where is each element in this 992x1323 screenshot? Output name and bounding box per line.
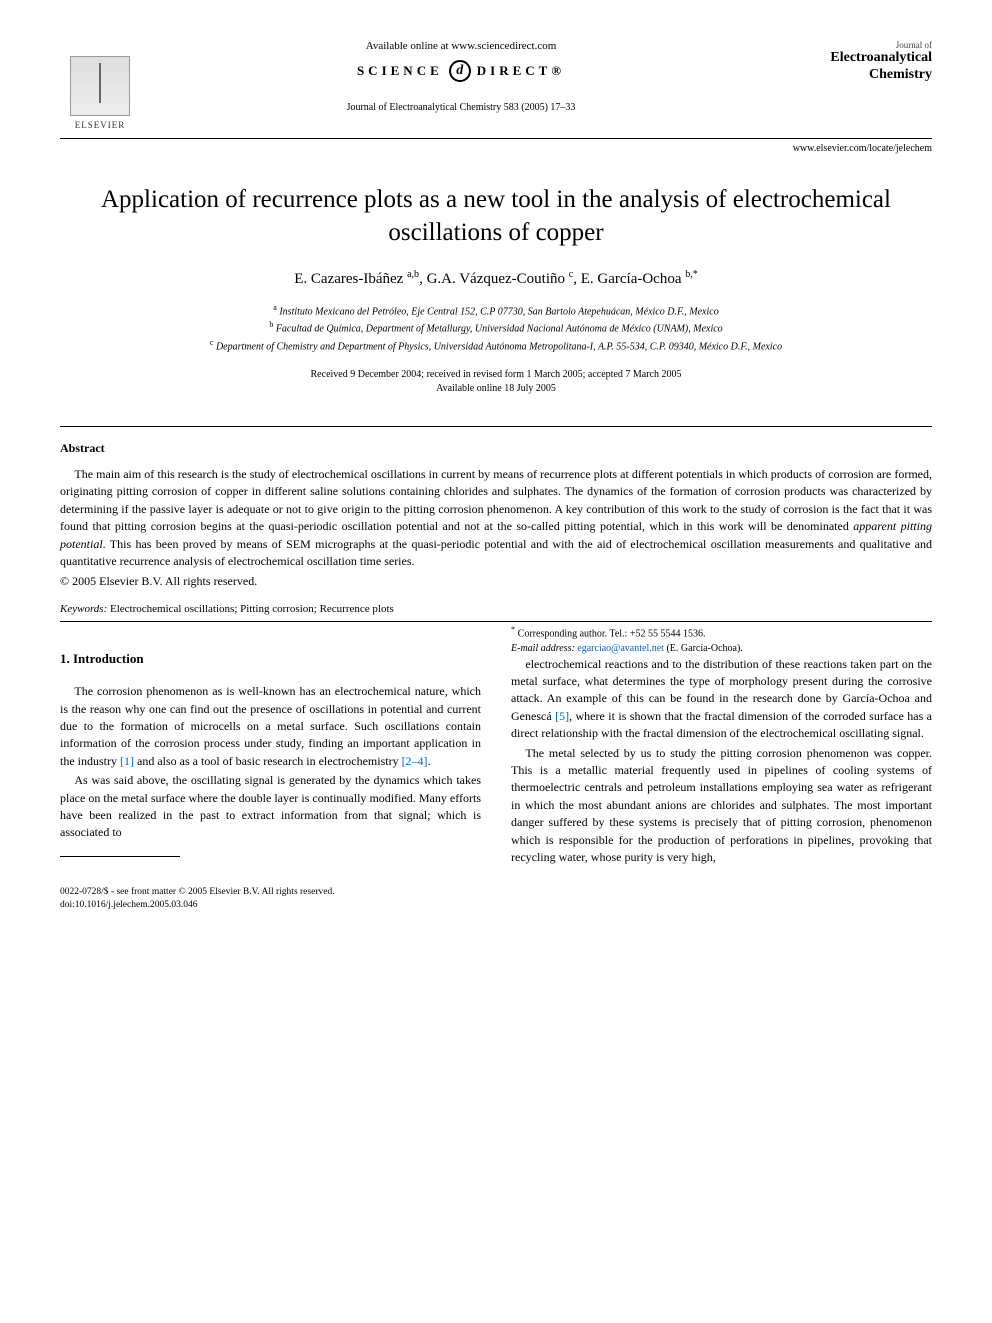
keywords-text: Electrochemical oscillations; Pitting co… — [110, 603, 394, 615]
page-header: ELSEVIER Available online at www.science… — [60, 40, 932, 130]
intro-p1-b: and also as a tool of basic research in … — [134, 754, 402, 768]
available-online-text: Available online at www.sciencedirect.co… — [160, 40, 762, 52]
intro-p1-c: . — [428, 754, 431, 768]
corresponding-author: * Corresponding author. Tel.: +52 55 554… — [511, 624, 932, 641]
elsevier-label: ELSEVIER — [75, 120, 126, 130]
article-dates: Received 9 December 2004; received in re… — [60, 368, 932, 396]
affiliation-a-text: Instituto Mexicano del Petróleo, Eje Cen… — [279, 306, 718, 317]
footer-line2: doi:10.1016/j.jelechem.2005.03.046 — [60, 899, 932, 911]
affiliation-b: b Facultad de Química, Department of Met… — [60, 319, 932, 336]
page-footer: 0022-0728/$ - see front matter © 2005 El… — [60, 886, 932, 911]
center-header: Available online at www.sciencedirect.co… — [140, 40, 782, 113]
journal-logo-line2: Chemistry — [782, 67, 932, 84]
intro-p1: The corrosion phenomenon as is well-know… — [60, 683, 481, 770]
journal-logo-line1: Electroanalytical — [782, 50, 932, 67]
corr-text: Corresponding author. Tel.: +52 55 5544 … — [518, 629, 706, 640]
email-who: (E. García-Ochoa). — [666, 643, 742, 654]
abstract-pre: The main aim of this research is the stu… — [60, 467, 932, 533]
affiliations: a Instituto Mexicano del Petróleo, Eje C… — [60, 302, 932, 354]
abstract-body: The main aim of this research is the stu… — [60, 466, 932, 570]
journal-logo-small: Journal of — [782, 40, 932, 50]
header-rule — [60, 138, 932, 139]
intro-p3-b: , where it is shown that the fractal dim… — [511, 709, 932, 740]
ref-link-1[interactable]: [1] — [120, 754, 134, 768]
authors-line: E. Cazares-Ibáñez a,b, G.A. Vázquez-Cout… — [60, 269, 932, 288]
intro-heading: 1. Introduction — [60, 650, 481, 669]
abstract-rule-top — [60, 426, 932, 427]
email-line: E-mail address: egarciao@avantel.net (E.… — [511, 642, 932, 656]
body-columns: 1. Introduction The corrosion phenomenon… — [60, 624, 932, 866]
author-2: G.A. Vázquez-Coutiño — [427, 271, 565, 287]
abstract-rule-bottom — [60, 621, 932, 622]
article-title: Application of recurrence plots as a new… — [100, 184, 892, 249]
email-label: E-mail address: — [511, 643, 575, 654]
dates-line2: Available online 18 July 2005 — [60, 382, 932, 396]
footnotes: * Corresponding author. Tel.: +52 55 554… — [511, 624, 932, 655]
locate-url: www.elsevier.com/locate/jelechem — [60, 143, 932, 154]
intro-p2: As was said above, the oscillating signa… — [60, 772, 481, 842]
email-address[interactable]: egarciao@avantel.net — [577, 643, 664, 654]
author-1: E. Cazares-Ibáñez — [294, 271, 403, 287]
abstract-heading: Abstract — [60, 441, 932, 456]
intro-p3: electrochemical reactions and to the dis… — [511, 656, 932, 743]
ref-link-2-4[interactable]: [2–4] — [402, 754, 428, 768]
affiliation-a: a Instituto Mexicano del Petróleo, Eje C… — [60, 302, 932, 319]
ref-link-5[interactable]: [5] — [555, 709, 569, 723]
journal-logo: Journal of Electroanalytical Chemistry — [782, 40, 932, 84]
elsevier-tree-icon — [70, 56, 130, 116]
footer-line1: 0022-0728/$ - see front matter © 2005 El… — [60, 886, 932, 898]
affiliation-c-text: Department of Chemistry and Department o… — [216, 341, 782, 352]
abstract-copyright: © 2005 Elsevier B.V. All rights reserved… — [60, 574, 932, 589]
abstract-section: Abstract The main aim of this research i… — [60, 441, 932, 615]
journal-reference: Journal of Electroanalytical Chemistry 5… — [160, 102, 762, 113]
keywords-label: Keywords: — [60, 603, 107, 615]
abstract-post: . This has been proved by means of SEM m… — [60, 537, 932, 568]
sd-right: DIRECT® — [477, 63, 565, 79]
footnote-separator — [60, 856, 180, 857]
keywords-line: Keywords: Electrochemical oscillations; … — [60, 603, 932, 615]
author-2-sup: c — [569, 269, 573, 280]
dates-line1: Received 9 December 2004; received in re… — [60, 368, 932, 382]
affiliation-b-text: Facultad de Química, Department of Metal… — [276, 324, 723, 335]
author-3-sup: b,* — [685, 269, 698, 280]
intro-p4: The metal selected by us to study the pi… — [511, 745, 932, 867]
affiliation-c: c Department of Chemistry and Department… — [60, 337, 932, 354]
author-1-sup: a,b — [407, 269, 419, 280]
science-direct-logo: SCIENCE d DIRECT® — [357, 60, 565, 82]
author-3: E. García-Ochoa — [581, 271, 682, 287]
elsevier-logo: ELSEVIER — [60, 40, 140, 130]
sd-left: SCIENCE — [357, 63, 443, 79]
sd-circle-icon: d — [449, 60, 471, 82]
